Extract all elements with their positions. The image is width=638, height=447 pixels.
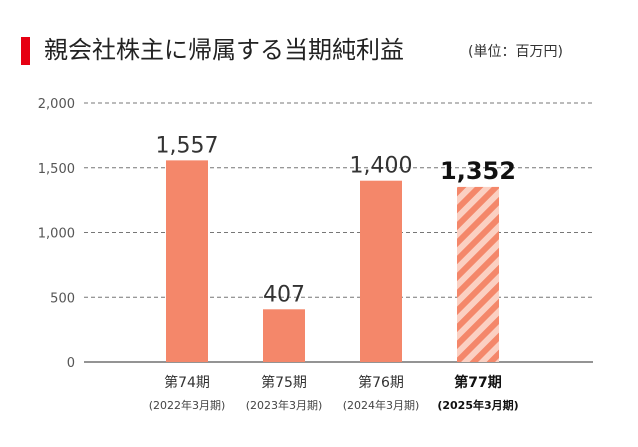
period-label: (2025年3月期): [437, 398, 518, 412]
period-label: (2024年3月期): [343, 398, 420, 412]
category-label: 第75期: [261, 374, 307, 391]
value-label: 1,352: [440, 157, 516, 185]
y-tick-label: 1,000: [38, 227, 75, 242]
unit-label: (単位：百万円): [468, 44, 563, 60]
period-label: (2023年3月期): [246, 398, 323, 412]
category-label: 第77期: [454, 374, 501, 391]
value-label: 1,400: [350, 154, 413, 179]
bar-第74期: [166, 160, 208, 362]
y-tick-label: 2,000: [38, 97, 75, 112]
bar-第77期: [457, 186, 499, 362]
title-accent-bar: [21, 37, 30, 65]
bar-第75期: [263, 309, 305, 362]
y-tick-label: 500: [50, 291, 75, 306]
value-label: 1,557: [156, 133, 219, 158]
y-tick-label: 0: [67, 356, 75, 371]
period-label: (2022年3月期): [149, 398, 226, 412]
value-label: 407: [263, 282, 305, 307]
chart-title: 親会社株主に帰属する当期純利益: [44, 36, 404, 64]
y-tick-label: 1,500: [38, 162, 75, 177]
bar-第76期: [360, 180, 402, 362]
category-label: 第76期: [358, 374, 404, 391]
category-label: 第74期: [164, 374, 210, 391]
